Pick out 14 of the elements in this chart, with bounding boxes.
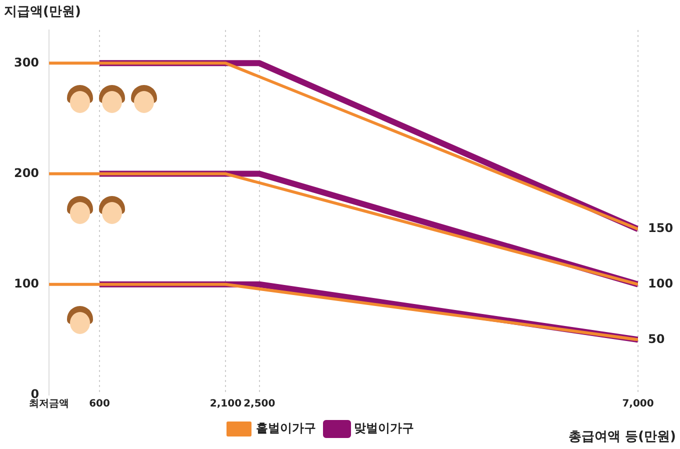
legend-label: 맞벌이가구 [354,421,414,436]
x-tick-label: 2,100 [210,398,242,410]
y-axis-title: 지급액(만원) [4,4,81,20]
x-tick-label: 7,000 [622,398,654,410]
x-tick-label: 600 [89,398,110,410]
x-tick-label: 2,500 [244,398,276,410]
data-label: 100 [648,276,674,291]
data-label: 50 [648,332,665,346]
y-tick-label: 100 [14,276,40,291]
legend-label: 홑벌이가구 [256,421,316,436]
y-tick-label: 200 [14,166,40,180]
y-tick-label: 300 [14,55,40,70]
x-axis-title: 총급여액 등(만원) [568,429,676,444]
data-label: 150 [648,221,674,236]
